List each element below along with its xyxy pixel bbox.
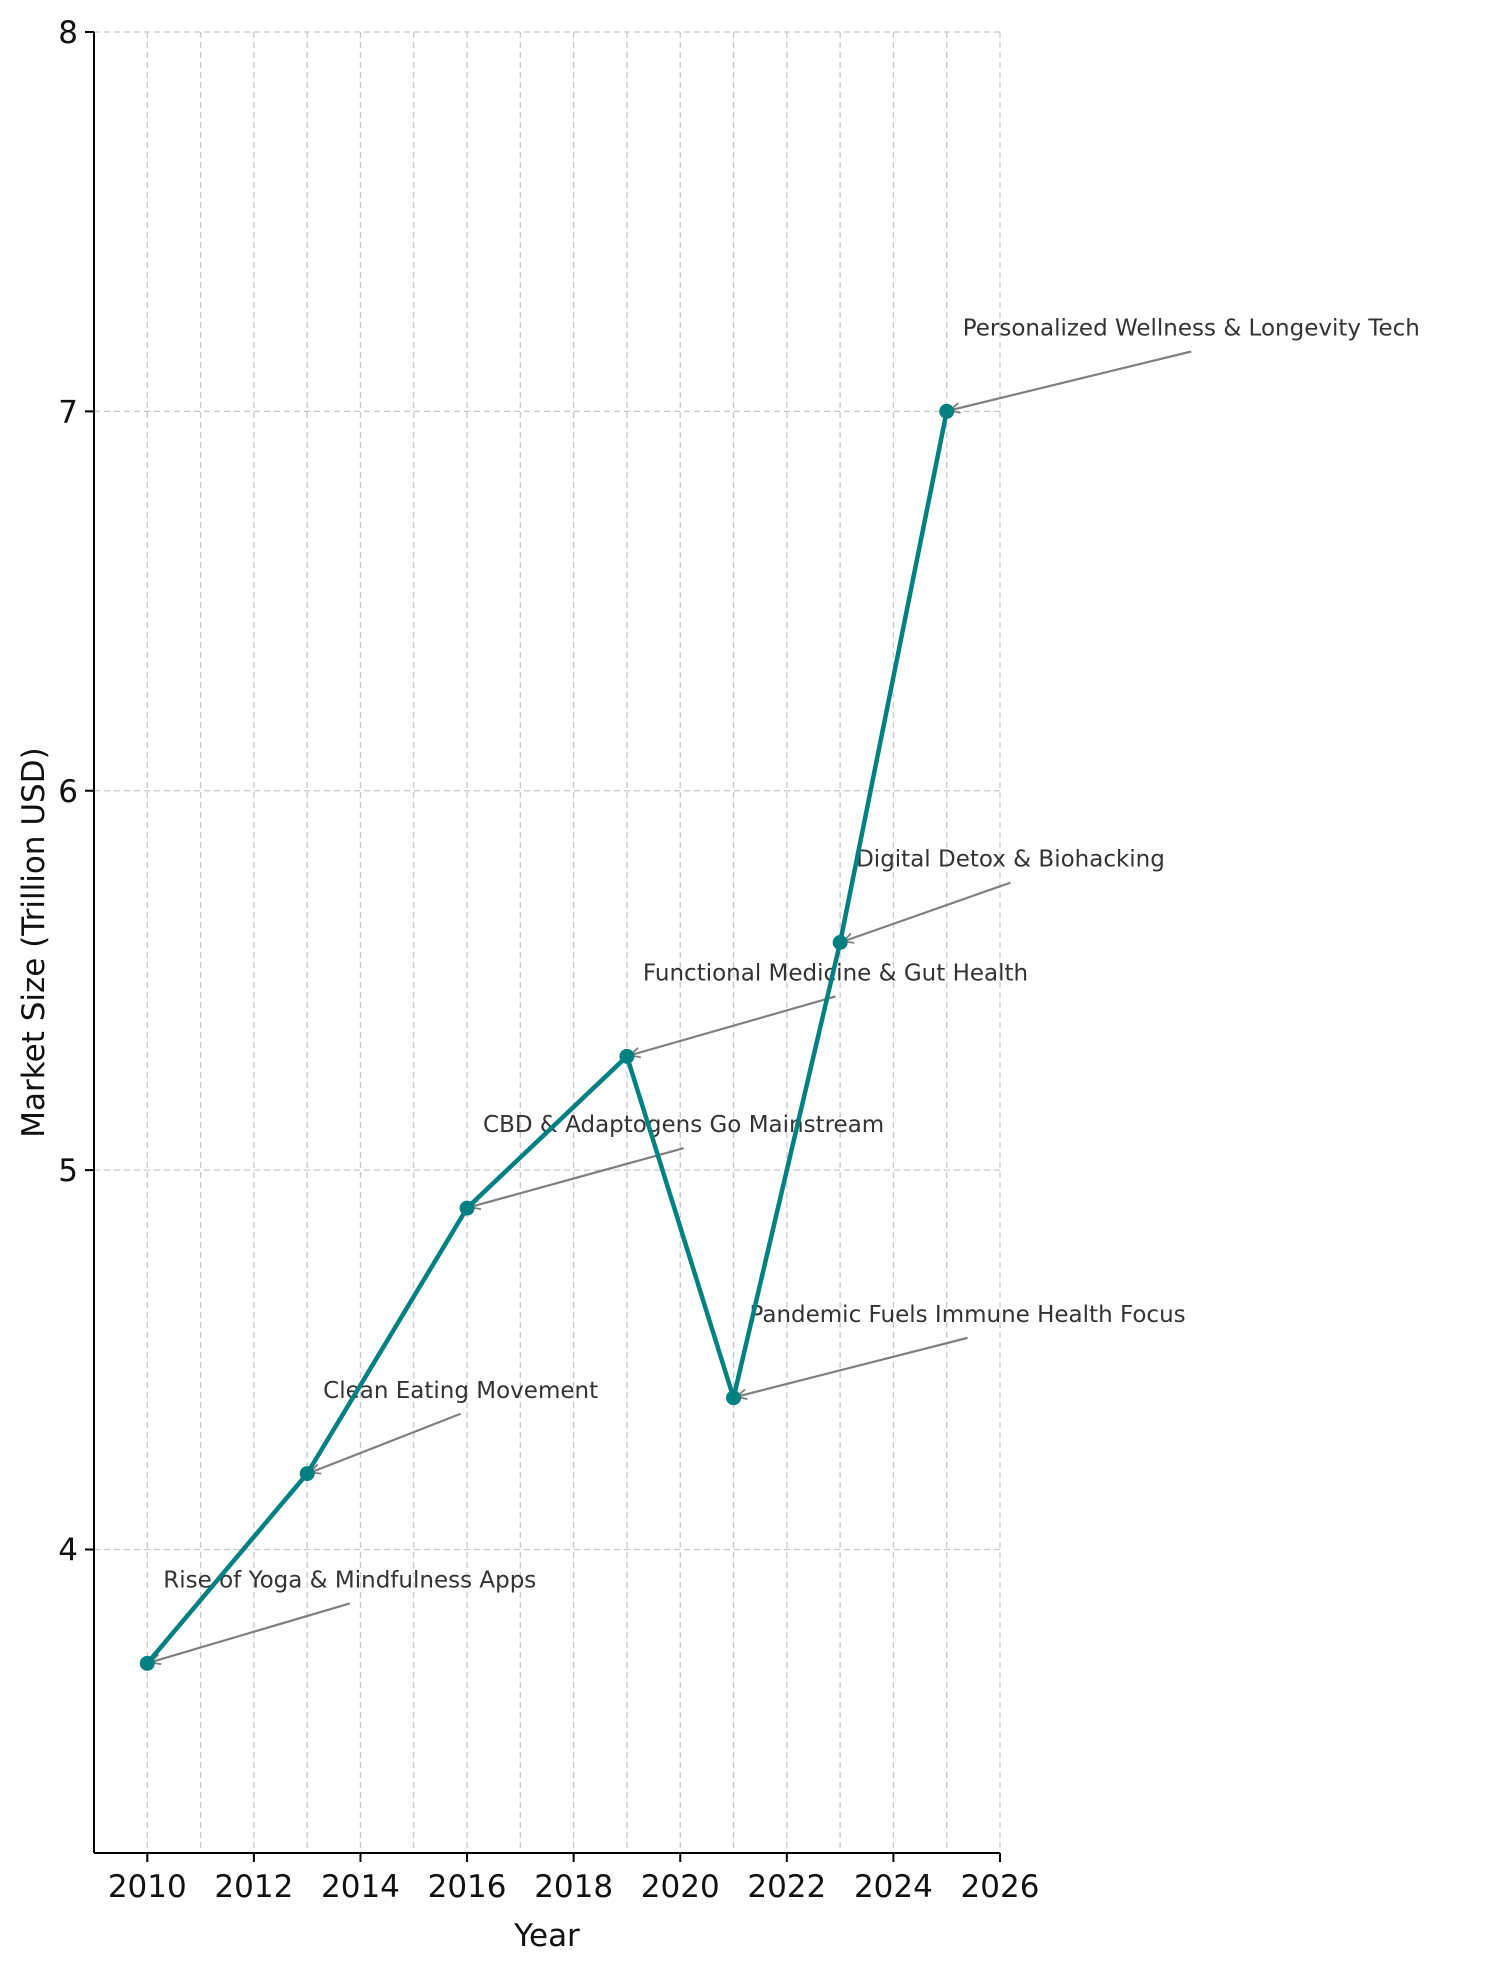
data-point — [832, 935, 848, 950]
y-tick-label: 5 — [58, 1153, 78, 1189]
annotation-label: Personalized Wellness & Longevity Tech — [963, 316, 1420, 342]
x-tick-label: 2018 — [534, 1869, 613, 1905]
data-point — [939, 403, 955, 419]
annotation-label: Pandemic Fuels Immune Health Focus — [750, 1302, 1186, 1328]
x-tick-label: 2012 — [214, 1869, 293, 1905]
annotation-label: Digital Detox & Biohacking — [856, 847, 1165, 873]
x-axis-title: Year — [513, 1918, 580, 1954]
data-point — [459, 1200, 475, 1216]
annotation-label: CBD & Adaptogens Go Mainstream — [483, 1112, 884, 1138]
x-tick-label: 2016 — [428, 1869, 507, 1905]
y-tick-label: 6 — [58, 774, 78, 810]
grid — [94, 31, 1001, 1853]
data-point — [726, 1390, 742, 1406]
data-point — [619, 1048, 635, 1064]
x-tick-label: 2022 — [747, 1869, 826, 1905]
annotation-arrow — [470, 1147, 684, 1207]
x-tick-label: 2024 — [854, 1869, 933, 1905]
annotation-arrow — [630, 995, 836, 1055]
annotation-label: Clean Eating Movement — [323, 1378, 598, 1404]
data-point — [139, 1655, 155, 1671]
y-axis-ticks: 4 5 6 7 8 — [58, 15, 94, 1569]
y-tick-label: 8 — [58, 15, 78, 51]
annotation-arrow — [950, 350, 1192, 411]
annotation-arrow — [843, 881, 1011, 942]
x-axis-ticks: 2010 2012 2014 2016 2018 2020 2022 2024 2026 — [108, 1853, 1040, 1905]
x-tick-label: 2026 — [961, 1869, 1040, 1905]
y-tick-label: 7 — [58, 394, 78, 430]
x-tick-label: 2020 — [641, 1869, 720, 1905]
annotation-arrow — [310, 1412, 462, 1473]
annotation-arrow — [150, 1602, 351, 1662]
data-series — [139, 403, 955, 1671]
x-tick-label: 2010 — [108, 1869, 187, 1905]
data-point — [299, 1466, 315, 1482]
series-line — [145, 410, 949, 1665]
x-tick-label: 2014 — [321, 1869, 400, 1905]
y-axis-title: Market Size (Trillion USD) — [16, 747, 52, 1137]
y-tick-label: 4 — [58, 1533, 78, 1569]
annotation-arrow — [737, 1336, 968, 1397]
